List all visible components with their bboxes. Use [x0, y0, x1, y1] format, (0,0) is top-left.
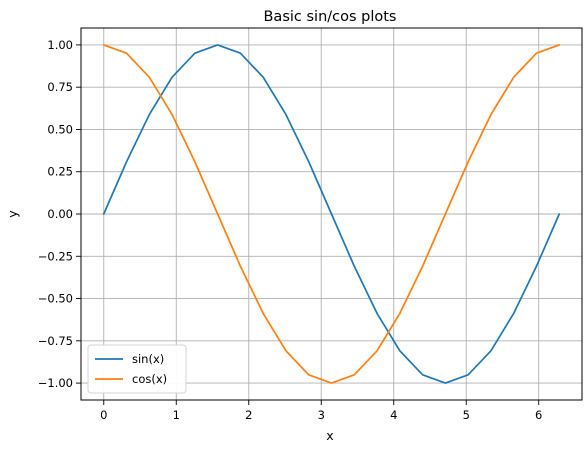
y-tick-label: 0.00 [47, 207, 73, 221]
y-tick-label: −0.25 [38, 249, 73, 263]
x-tick-label: 3 [318, 408, 325, 422]
cos-series-line [102, 44, 561, 384]
x-tick-label: 4 [390, 408, 397, 422]
y-tick-label: 0.25 [47, 165, 73, 179]
y-axis: −1.00 −0.75 −0.50 −0.25 0.00 0.25 0.50 0.75 1.00 [38, 38, 81, 390]
legend-cos-label: cos(x) [132, 372, 167, 386]
y-tick-label: −0.50 [38, 292, 73, 306]
legend-box [87, 344, 187, 394]
y-tick-label: 1.00 [47, 38, 73, 52]
y-tick-label: −0.75 [38, 334, 73, 348]
x-tick-label: 6 [535, 408, 542, 422]
sin-series-line [102, 44, 561, 384]
legend: sin(x) cos(x) [87, 344, 187, 394]
y-tick-label: −1.00 [38, 376, 73, 390]
chart-title: Basic sin/cos plots [263, 9, 396, 25]
x-tick-label: 2 [245, 408, 252, 422]
x-axis: 0 1 2 3 4 5 6 [100, 400, 542, 422]
y-tick-label: 0.50 [47, 122, 73, 136]
y-axis-label: y [5, 210, 20, 218]
x-tick-label: 0 [100, 408, 107, 422]
x-tick-label: 1 [173, 408, 180, 422]
x-tick-label: 5 [463, 408, 470, 422]
series-layer [102, 44, 561, 384]
x-axis-label: x [326, 428, 333, 443]
legend-sin-label: sin(x) [132, 352, 164, 366]
y-tick-label: 0.75 [47, 80, 73, 94]
